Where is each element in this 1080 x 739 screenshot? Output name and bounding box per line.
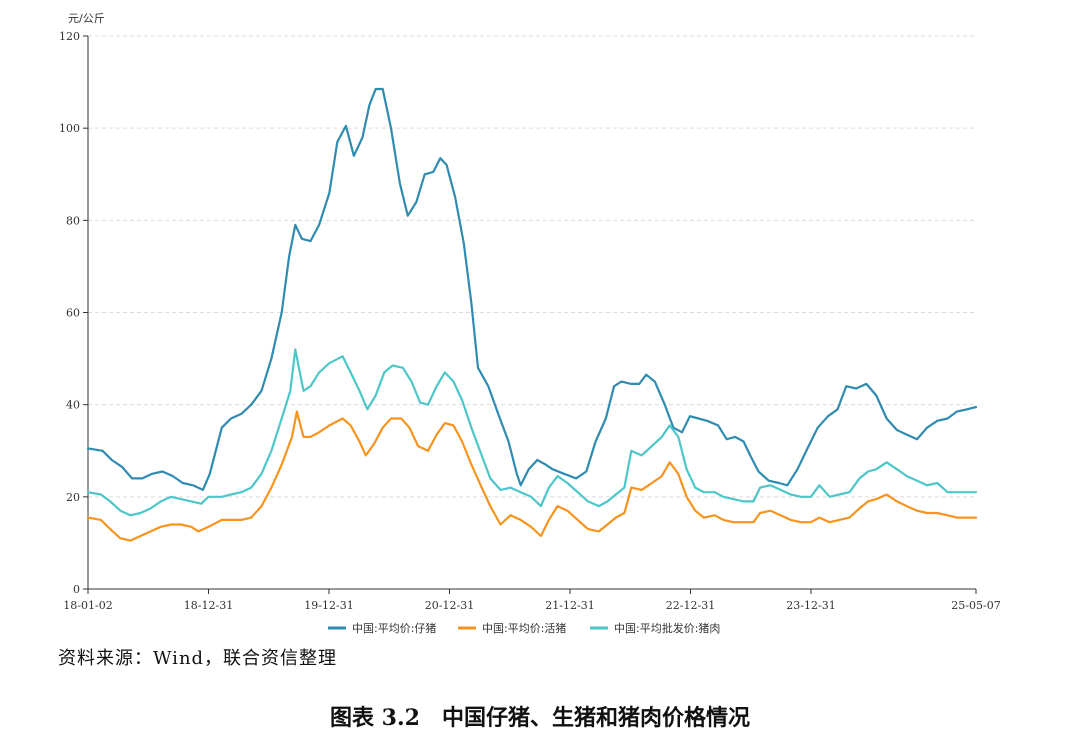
x-tick-label: 20-12-31 bbox=[425, 599, 474, 612]
x-tick-label: 19-12-31 bbox=[304, 599, 353, 612]
axes bbox=[83, 35, 977, 594]
figure-number: 图表 3.2 bbox=[330, 705, 420, 731]
series-line-2 bbox=[86, 348, 978, 517]
legend: 中国:平均价:仔猪 中国:平均价:活猪 中国:平均批发价:猪肉 bbox=[328, 621, 720, 635]
y-tick-label: 80 bbox=[66, 214, 80, 227]
x-tick-label: 21-12-31 bbox=[545, 599, 594, 612]
legend-label: 中国:平均价:活猪 bbox=[482, 622, 566, 635]
x-tick-label: 25-05-07 bbox=[951, 599, 1000, 612]
y-tick-label: 0 bbox=[73, 583, 80, 596]
y-tick-label: 60 bbox=[66, 307, 80, 320]
y-axis-unit: 元/公斤 bbox=[68, 12, 105, 25]
source-note: 资料来源：Wind，联合资信整理 bbox=[58, 648, 338, 669]
series-line-0 bbox=[86, 87, 978, 491]
y-tick-label: 20 bbox=[66, 491, 80, 504]
x-tick-labels: 18-01-02 18-12-31 19-12-31 20-12-31 21-12-31… bbox=[63, 599, 1000, 612]
figure-title: 中国仔猪、生猪和猪肉价格情况 bbox=[441, 705, 750, 731]
series-lines bbox=[86, 87, 978, 542]
x-tick-label: 23-12-31 bbox=[786, 599, 835, 612]
y-tick-labels: 0 20 40 60 80 100 120 bbox=[59, 30, 80, 596]
x-tick-label: 18-12-31 bbox=[184, 599, 233, 612]
legend-label: 中国:平均价:仔猪 bbox=[352, 622, 436, 635]
legend-label: 中国:平均批发价:猪肉 bbox=[614, 621, 720, 635]
figure-caption: 图表 3.2 中国仔猪、生猪和猪肉价格情况 bbox=[0, 700, 1080, 732]
price-line-chart: 元/公斤 0 20 40 60 80 100 120 18-01-02 18-12-31 19-… bbox=[59, 12, 1001, 635]
y-tick-label: 120 bbox=[59, 30, 80, 43]
x-tick-label: 18-01-02 bbox=[63, 599, 112, 612]
series-line-1 bbox=[86, 410, 978, 542]
y-tick-label: 40 bbox=[66, 399, 80, 412]
x-tick-label: 22-12-31 bbox=[666, 599, 715, 612]
y-tick-label: 100 bbox=[59, 122, 80, 135]
